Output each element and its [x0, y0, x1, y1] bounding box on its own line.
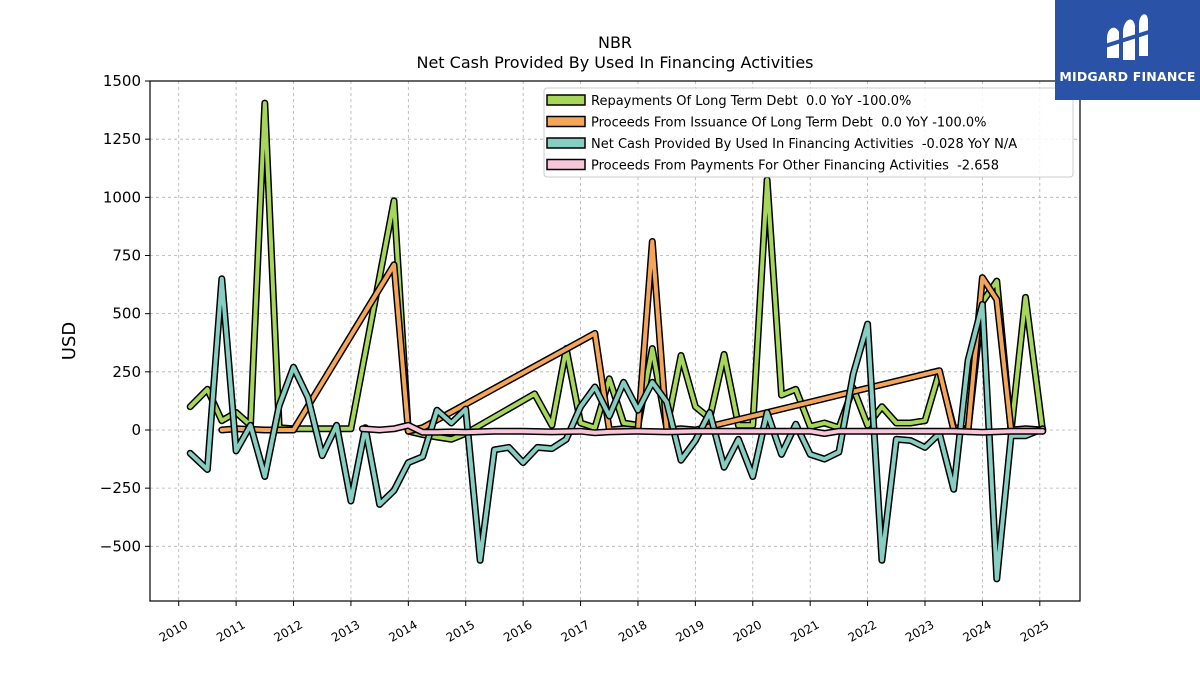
legend-swatch	[546, 115, 586, 128]
chart-title: NBR	[598, 33, 632, 52]
series-line	[188, 276, 1045, 581]
x-tick-label: 2020	[731, 617, 764, 644]
legend-label: Proceeds From Payments For Other Financi…	[591, 159, 999, 174]
x-tick-label: 2023	[903, 617, 936, 644]
x-tick-label: 2025	[1018, 617, 1051, 644]
legend-label: Net Cash Provided By Used In Financing A…	[591, 137, 1017, 152]
y-tick-label: 1000	[103, 188, 141, 206]
brand-logo-text: MIDGARD FINANCE	[1059, 69, 1196, 84]
legend-label: Proceeds From Issuance Of Long Term Debt…	[591, 116, 986, 131]
series-line	[219, 239, 1045, 434]
brand-logo-icon	[1104, 14, 1150, 60]
y-tick-label: 1500	[103, 72, 141, 90]
y-tick-label: 0	[131, 421, 141, 439]
x-tick-label: 2024	[960, 617, 993, 644]
legend-label: Repayments Of Long Term Debt 0.0 YoY -10…	[591, 94, 911, 109]
x-tick-label: 2011	[214, 617, 247, 644]
chart-frame	[149, 80, 1081, 602]
y-tick-label: 1250	[103, 130, 141, 148]
y-tick-label: −250	[100, 479, 141, 497]
legend-box	[543, 87, 1074, 178]
y-tick-label: 500	[112, 305, 141, 323]
x-tick-label: 2018	[616, 617, 649, 644]
chart-series	[186, 99, 1047, 583]
series-line	[360, 423, 1045, 436]
x-tick-label: 2012	[272, 617, 305, 644]
x-tick-label: 2014	[386, 617, 419, 644]
y-tick-label: −500	[100, 537, 141, 555]
legend-swatch	[546, 158, 586, 171]
legend-swatch	[546, 137, 586, 149]
chart-subtitle: Net Cash Provided By Used In Financing A…	[416, 53, 813, 72]
x-tick-label: 2015	[444, 617, 477, 644]
legend-swatch	[546, 94, 586, 106]
x-tick-label: 2019	[673, 617, 706, 644]
brand-logo: MIDGARD FINANCE	[1055, 0, 1200, 100]
legend: Repayments Of Long Term Debt 0.0 YoY -10…	[543, 87, 1074, 178]
y-axis-label: USD	[59, 322, 80, 360]
y-tick-label: 750	[112, 246, 141, 264]
x-tick-label: 2021	[788, 617, 821, 644]
x-tick-label: 2013	[329, 617, 362, 644]
x-tick-label: 2016	[501, 617, 534, 644]
y-tick-label: 250	[112, 363, 141, 381]
x-tick-label: 2022	[846, 617, 879, 644]
x-tick-label: 2010	[157, 617, 190, 644]
x-tick-label: 2017	[559, 617, 592, 644]
